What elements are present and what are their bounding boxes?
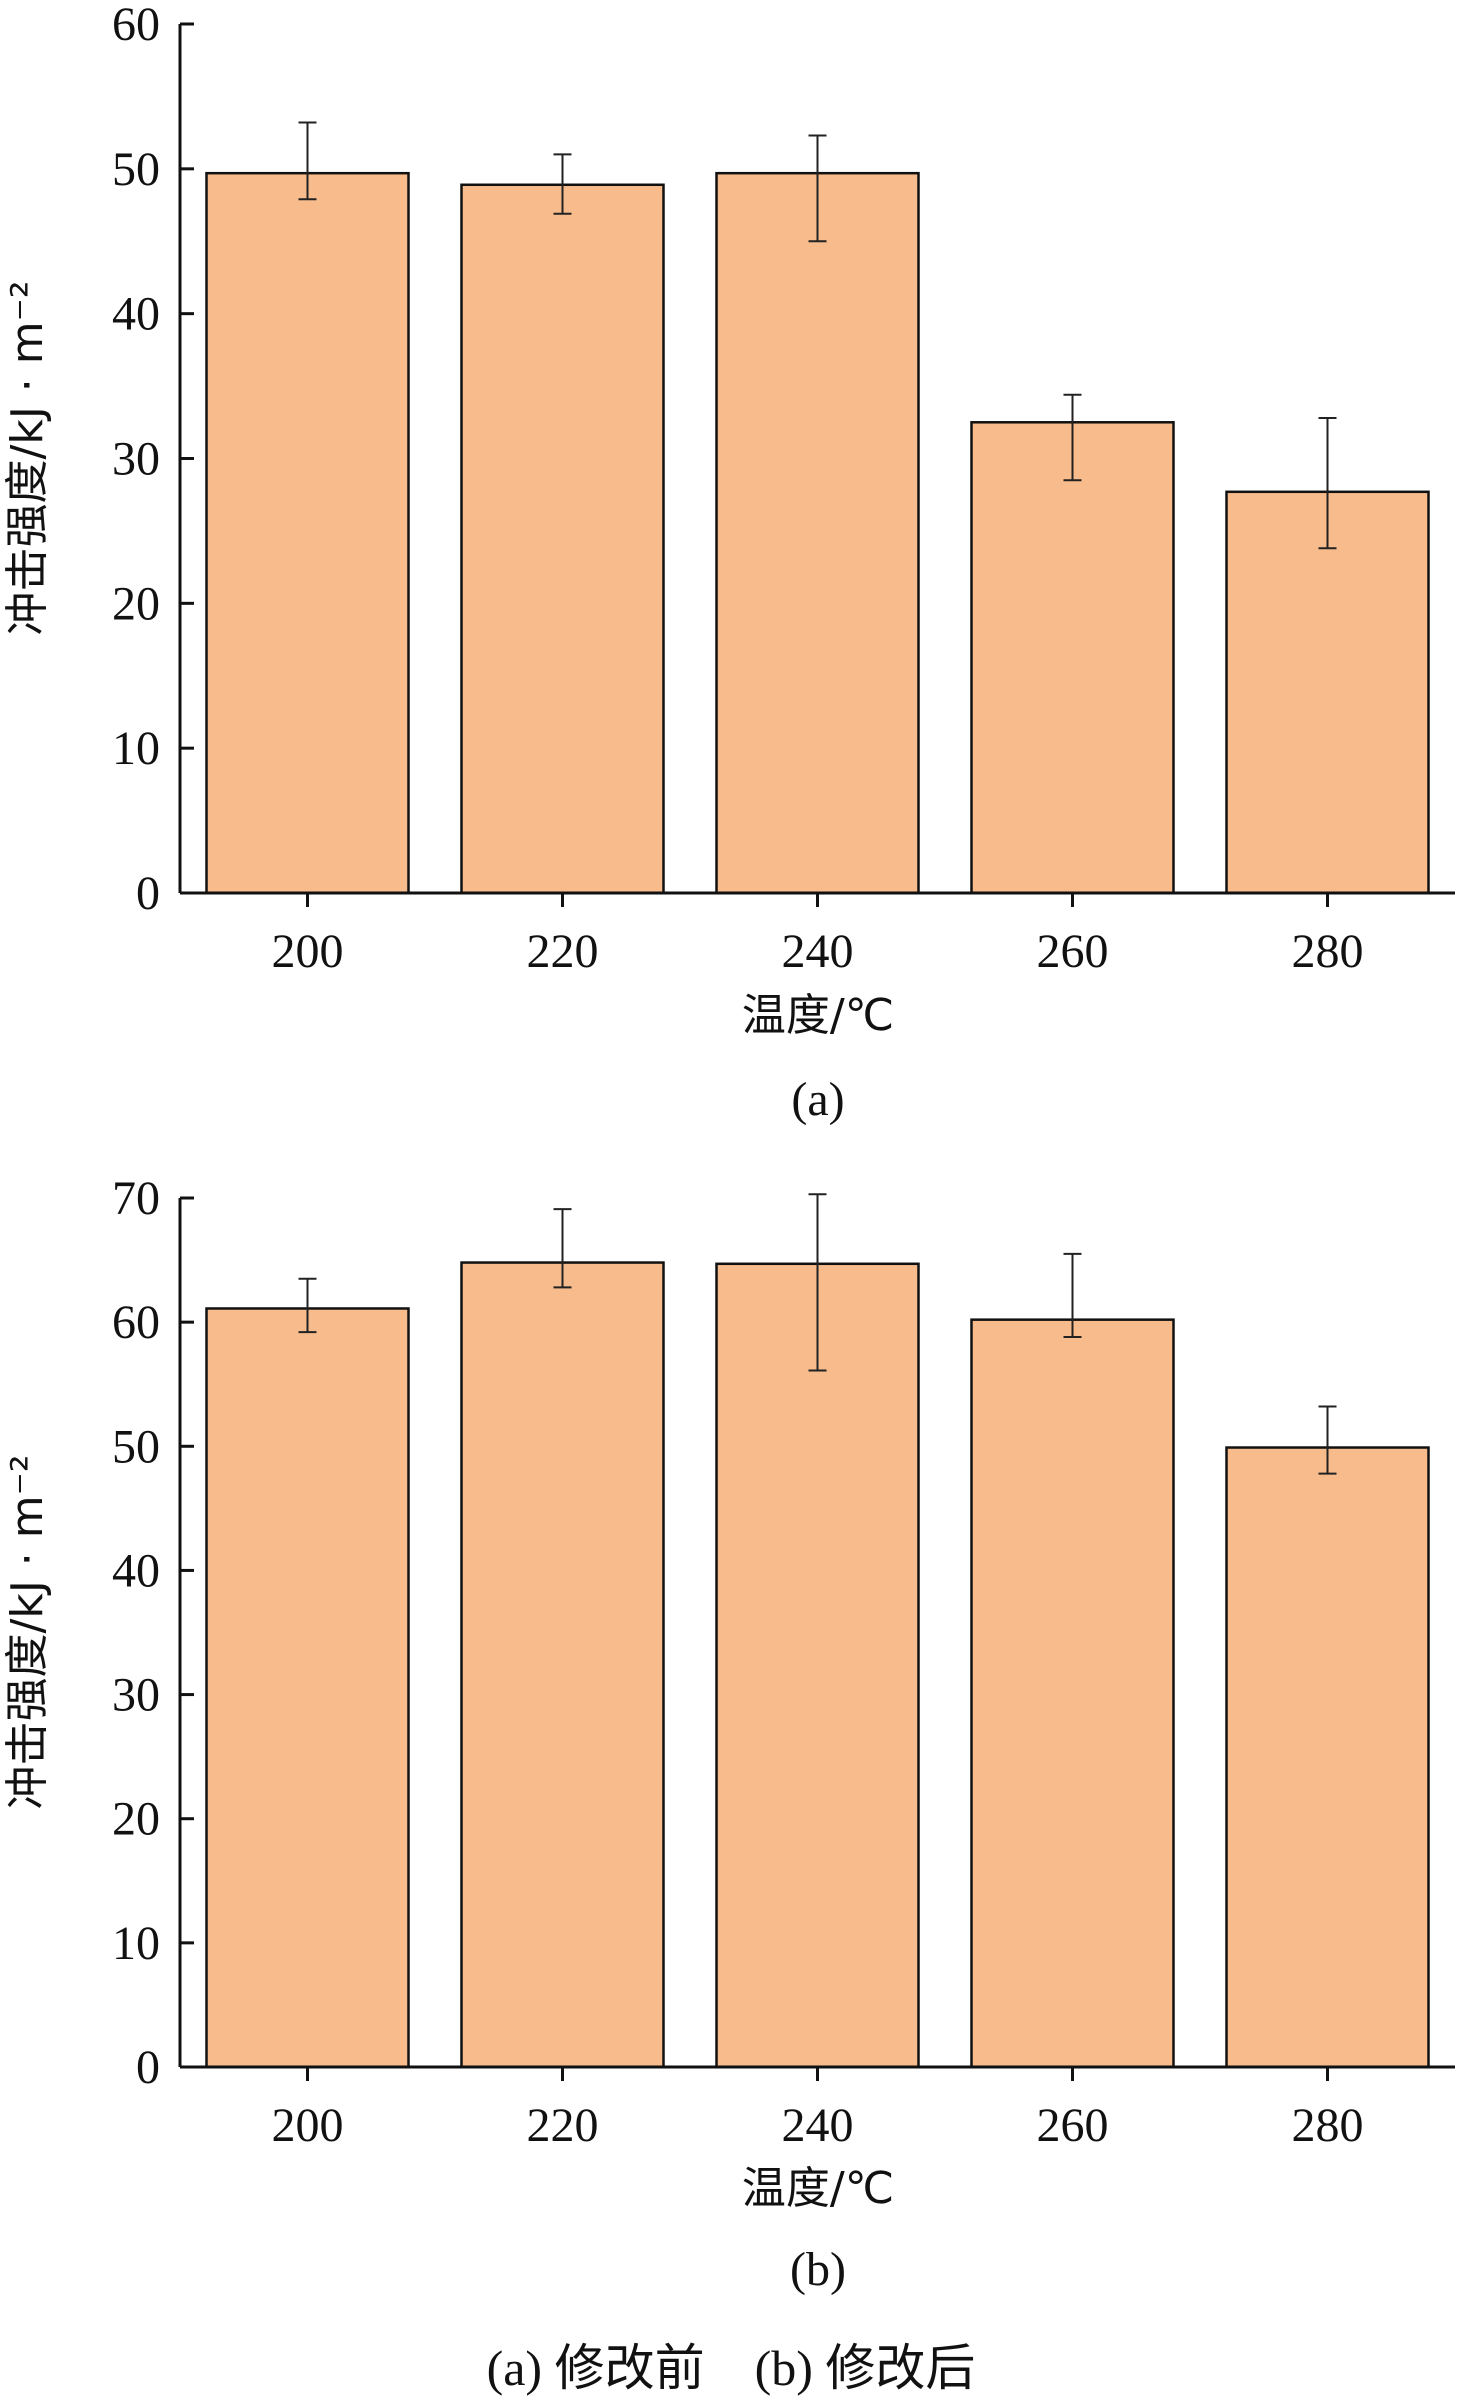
x-tick-label: 280 bbox=[1292, 2099, 1364, 2152]
x-tick-label: 280 bbox=[1292, 925, 1364, 978]
x-tick-label: 220 bbox=[527, 2099, 599, 2152]
x-tick-label: 260 bbox=[1037, 925, 1109, 978]
y-tick-label: 20 bbox=[112, 1793, 160, 1846]
panel-label: (b) bbox=[790, 2243, 846, 2296]
chart-panel-a: 0 10 20 30 40 50 60 200 220 240 260 280 温度/℃ 冲击强度/kJ … bbox=[2, 0, 1455, 1126]
bar-220 bbox=[460, 183, 665, 895]
x-tick-label: 260 bbox=[1037, 2099, 1109, 2152]
x-axis-title: 温度/℃ bbox=[742, 2163, 894, 2214]
y-tick-label: 20 bbox=[112, 577, 160, 630]
y-axis-title: 冲击强度/kJ · m⁻² bbox=[2, 1455, 53, 1810]
panel-label: (a) bbox=[791, 1073, 844, 1126]
y-tick-label: 50 bbox=[112, 1420, 160, 1473]
chart-panel-b: 0 10 20 30 40 50 60 70 200 220 240 260 280 温度/℃ 冲击强度/k… bbox=[2, 1172, 1455, 2296]
x-axis-title: 温度/℃ bbox=[742, 990, 894, 1041]
y-tick-label: 0 bbox=[136, 2041, 160, 2094]
bar-240 bbox=[715, 171, 920, 895]
figure-caption: (a) 修改前 (b) 修改后 bbox=[487, 2340, 976, 2396]
x-tick-label: 220 bbox=[527, 925, 599, 978]
y-tick-label: 10 bbox=[112, 1917, 160, 1970]
y-tick-label: 40 bbox=[112, 288, 160, 341]
y-tick-label: 10 bbox=[112, 722, 160, 775]
y-tick-label: 0 bbox=[136, 867, 160, 920]
bar-260 bbox=[970, 421, 1175, 895]
y-tick-label: 50 bbox=[112, 143, 160, 196]
bar-200 bbox=[205, 1307, 410, 2069]
y-axis-title: 冲击强度/kJ · m⁻² bbox=[2, 281, 53, 636]
y-tick-label: 40 bbox=[112, 1544, 160, 1597]
bar-280 bbox=[1225, 490, 1430, 895]
bar-220 bbox=[460, 1261, 665, 2069]
bar-280 bbox=[1225, 1446, 1430, 2069]
bar-260 bbox=[970, 1318, 1175, 2069]
x-tick-label: 240 bbox=[782, 2099, 854, 2152]
bar-240 bbox=[715, 1262, 920, 2069]
y-tick-label: 30 bbox=[112, 433, 160, 486]
y-tick-label: 60 bbox=[112, 1296, 160, 1349]
y-tick-label: 60 bbox=[112, 0, 160, 51]
y-tick-label: 30 bbox=[112, 1669, 160, 1722]
bar-200 bbox=[205, 171, 410, 895]
y-tick-label: 70 bbox=[112, 1172, 160, 1225]
x-tick-label: 200 bbox=[272, 925, 344, 978]
x-tick-label: 240 bbox=[782, 925, 854, 978]
x-tick-label: 200 bbox=[272, 2099, 344, 2152]
